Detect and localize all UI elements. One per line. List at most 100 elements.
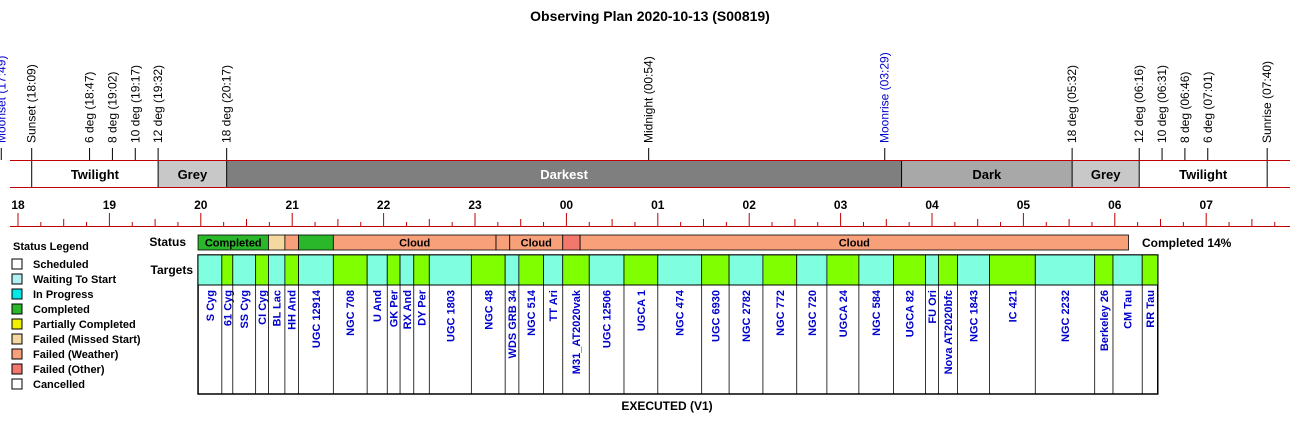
hour-tick-label: 18 <box>11 198 25 212</box>
target-name: NGC 720 <box>807 290 819 336</box>
target-block <box>298 254 334 286</box>
legend-item-label: Partially Completed <box>33 319 136 331</box>
target-block <box>366 254 388 286</box>
event-label: 18 deg (20:17) <box>220 65 234 143</box>
target-block <box>728 254 764 286</box>
target-name: NGC 514 <box>526 289 538 336</box>
target-block <box>623 254 659 286</box>
legend-item-label: Completed <box>33 304 90 316</box>
sky-phase-label: Darkest <box>540 167 588 182</box>
legend-item-label: Scheduled <box>33 259 89 271</box>
target-name: UGCA 82 <box>905 290 917 337</box>
hour-tick-label: 03 <box>834 198 848 212</box>
target-name: Berkeley 26 <box>1099 290 1111 351</box>
event-label: 18 deg (05:32) <box>1065 65 1079 143</box>
chart-title: Observing Plan 2020-10-13 (S00819) <box>530 8 770 24</box>
target-name: NGC 48 <box>483 290 495 330</box>
target-block <box>1094 254 1114 286</box>
target-block <box>1112 254 1143 286</box>
sky-phase-segment <box>158 161 227 187</box>
status-segment <box>562 234 581 251</box>
target-name: U And <box>372 290 384 322</box>
event-label: 12 deg (06:16) <box>1132 65 1146 143</box>
hour-tick-label: 01 <box>651 198 665 212</box>
sky-phase-segment <box>1072 161 1140 187</box>
target-block <box>543 254 564 286</box>
legend-swatch <box>11 363 23 375</box>
status-segment-label: Cloud <box>521 238 552 250</box>
target-block <box>221 254 234 286</box>
target-block <box>255 254 269 286</box>
legend-item-label: Failed (Missed Start) <box>33 334 141 346</box>
target-name: RR Tau <box>1145 290 1157 328</box>
hour-tick-label: 02 <box>743 198 757 212</box>
target-block <box>518 254 544 286</box>
target-name: WDS GRB 34 <box>507 289 519 358</box>
target-block <box>826 254 860 286</box>
target-name: NGC 2232 <box>1060 290 1072 342</box>
target-block <box>989 254 1036 286</box>
legend-swatch <box>11 348 23 360</box>
target-block <box>562 254 590 286</box>
target-name: UGCA 24 <box>838 289 850 337</box>
target-name: IC 421 <box>1007 290 1019 322</box>
status-segment-label: Completed <box>205 238 262 250</box>
event-label: 8 deg (19:02) <box>105 72 119 143</box>
target-name: Nova AT2020bfc <box>943 290 955 374</box>
target-name: UGCA 1 <box>636 290 648 331</box>
hour-tick-label: 00 <box>560 198 574 212</box>
target-block <box>428 254 472 286</box>
status-legend: Status Legend Scheduled Waiting To Start In… <box>11 241 141 391</box>
hour-tick-label: 21 <box>286 198 300 212</box>
hour-tick-label: 06 <box>1108 198 1122 212</box>
target-name: UGC 1803 <box>445 290 457 342</box>
target-name: CM Tau <box>1123 290 1135 329</box>
event-label: 12 deg (19:32) <box>151 65 165 143</box>
target-name: M31_AT2020vak <box>571 289 583 374</box>
legend-title: Status Legend <box>13 241 89 253</box>
event-label: Moonrise (03:29) <box>878 52 892 143</box>
target-block <box>957 254 990 286</box>
target-block <box>701 254 730 286</box>
target-block <box>399 254 415 286</box>
target-block <box>937 254 958 286</box>
legend-swatch <box>11 318 23 330</box>
target-block <box>232 254 257 286</box>
hour-tick-label: 04 <box>925 198 939 212</box>
sky-phase-label: Dark <box>972 167 1002 182</box>
target-block <box>197 254 223 286</box>
footer-label: EXECUTED (V1) <box>621 399 712 413</box>
hour-axis: 18 19 20 21 22 23 00 01 02 03 04 05 06 07 <box>10 198 1290 227</box>
legend-swatch <box>11 378 23 390</box>
status-segment <box>284 234 299 251</box>
target-name: NGC 708 <box>345 290 357 336</box>
targets-row: S Cyg 61 Cyg SS Cyg CI Cyg BL Lac HH And UGC 1… <box>197 254 1159 395</box>
event-label: 10 deg (19:17) <box>128 65 142 143</box>
event-label: 6 deg (18:47) <box>83 72 97 143</box>
hour-tick-label: 05 <box>1017 198 1031 212</box>
target-block <box>1034 254 1096 286</box>
target-name: UGC 12914 <box>311 289 323 348</box>
sky-phase-label: Grey <box>178 167 208 182</box>
hour-tick-label: 22 <box>377 198 391 212</box>
status-segment <box>579 234 1129 251</box>
sky-phase-label: Twilight <box>1179 167 1228 182</box>
target-name: 61 Cyg <box>222 290 234 326</box>
target-block <box>470 254 506 286</box>
target-name: NGC 584 <box>871 289 883 336</box>
legend-swatch <box>11 273 23 285</box>
targets-row-label: Targets <box>151 263 194 277</box>
target-name: FU Ori <box>927 290 939 324</box>
event-label: Sunset (18:09) <box>25 64 39 143</box>
target-block <box>504 254 520 286</box>
status-segment <box>298 234 334 251</box>
target-name: NGC 1843 <box>969 290 981 342</box>
target-block <box>762 254 798 286</box>
target-name: GK Per <box>389 289 401 327</box>
legend-item-label: Failed (Weather) <box>33 349 119 361</box>
target-block <box>925 254 939 286</box>
hour-tick-label: 19 <box>103 198 117 212</box>
status-segment-label: Cloud <box>399 238 430 250</box>
sky-phase-label: Grey <box>1091 167 1121 182</box>
legend-swatch <box>11 258 23 270</box>
